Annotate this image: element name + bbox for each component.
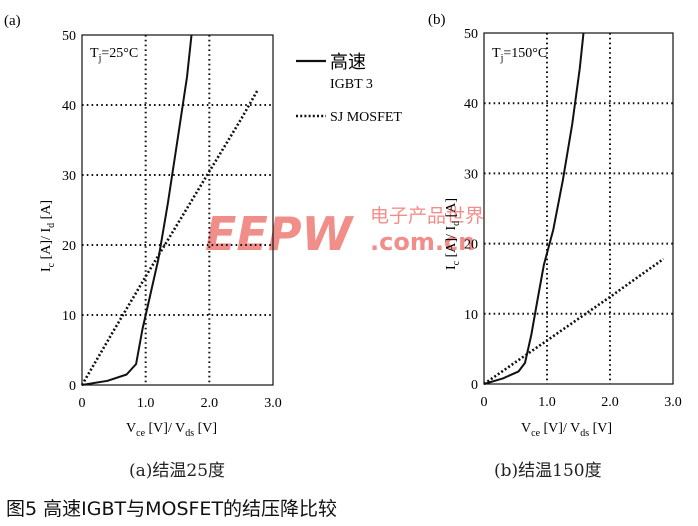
panel-b-ytick-1: 10: [464, 308, 478, 323]
panel-b-xtick-2: 2.0: [601, 395, 619, 410]
panel-a-annotation: Tj=25°C: [90, 46, 138, 64]
panel-b: (b) Tj=150°C Vce [V]/ Vds [V] Ic [A]/ Id…: [428, 12, 682, 439]
panel-a-series-igbt-line: [81, 34, 193, 386]
panel-b-ytick-3: 30: [464, 167, 478, 182]
watermark-cn: 电子产品世界: [370, 205, 484, 227]
panel-a-xtick-2: 2.0: [201, 396, 219, 411]
panel-a-xtick-0: 0: [79, 396, 86, 411]
watermark-main: EEPW: [205, 207, 355, 261]
panel-a-caption: (a)结温25度: [129, 461, 226, 481]
panel-b-series-igbt-line: [483, 32, 585, 385]
legend-igbt-label-2: IGBT 3: [330, 77, 373, 92]
panel-a-ytick-0: 0: [69, 379, 76, 394]
panel-b-ytick-2: 20: [464, 238, 478, 253]
panel-b-caption: (b)结温150度: [494, 461, 602, 481]
legend: 高速 IGBT 3 SJ MOSFET: [296, 52, 402, 125]
panel-b-xtick-0: 0: [481, 395, 488, 410]
panel-b-label: (b): [428, 12, 446, 28]
panel-b-series-mosfet-line: [483, 257, 665, 386]
panel-a: (a) Tj=25°C Vce [V]/ Vds [V] Ic [A]/ Id …: [4, 13, 282, 439]
legend-mosfet-label: SJ MOSFET: [330, 110, 402, 125]
panel-a-xtick-3: 3.0: [264, 396, 282, 411]
panel-b-ytick-4: 40: [464, 97, 478, 112]
panel-a-ytick-1: 10: [62, 309, 76, 324]
legend-igbt-label: 高速: [330, 52, 366, 73]
panel-b-frame: [483, 32, 674, 385]
panel-b-xtick-3: 3.0: [664, 395, 682, 410]
panel-a-ytick-4: 40: [62, 99, 76, 114]
panel-a-ytick-5: 50: [62, 29, 76, 44]
watermark: EEPW 电子产品世界 .com.cn: [205, 205, 484, 261]
panel-a-ytick-2: 20: [62, 239, 76, 254]
panel-b-ylabel: Ic [A]/ Id [A]: [444, 198, 462, 270]
panel-a-ytick-3: 30: [62, 169, 76, 184]
panel-b-annotation: Tj=150°C: [492, 46, 547, 64]
panel-b-xlabel: Vce [V]/ Vds [V]: [521, 421, 612, 439]
panel-b-xtick-1: 1.0: [538, 395, 556, 410]
panel-a-series-mosfet-line: [80, 90, 259, 386]
panel-b-ytick-5: 50: [464, 27, 478, 42]
panel-a-frame: [81, 34, 274, 386]
panel-a-ylabel: Ic [A]/ Id [A]: [39, 200, 57, 272]
panel-a-xlabel: Vce [V]/ Vds [V]: [126, 421, 217, 439]
panel-a-label: (a): [4, 13, 21, 29]
watermark-sub: .com.cn: [370, 228, 475, 256]
panel-b-ytick-0: 0: [471, 378, 478, 393]
panel-a-xtick-1: 1.0: [137, 396, 155, 411]
figure-caption: 图5 高速IGBT与MOSFET的结压降比较: [6, 498, 338, 520]
